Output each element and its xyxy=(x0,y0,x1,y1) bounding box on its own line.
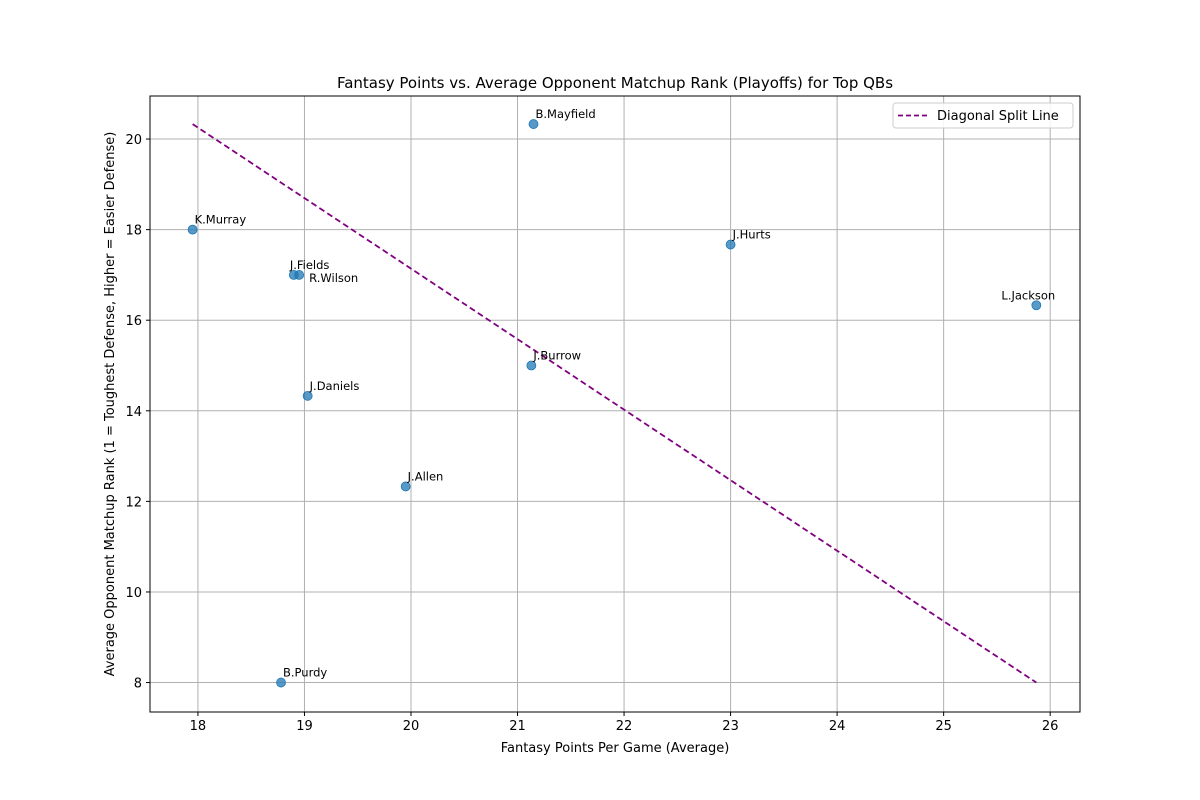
x-tick-label: 25 xyxy=(935,719,952,734)
grid-lines xyxy=(150,96,1080,712)
legend-box xyxy=(892,102,1074,129)
point-label: B.Purdy xyxy=(283,666,327,680)
split-line-layer xyxy=(192,123,1037,684)
point-label: J.Hurts xyxy=(732,228,771,242)
x-axis-label: Fantasy Points Per Game (Average) xyxy=(501,741,730,756)
data-point xyxy=(526,360,537,371)
diagonal-split-line xyxy=(192,123,1037,684)
x-tick-label: 18 xyxy=(190,719,207,734)
data-point xyxy=(294,270,305,280)
point-label: J.Fields xyxy=(289,258,330,272)
point-label: L.Jackson xyxy=(1001,288,1055,302)
data-point xyxy=(725,239,736,250)
x-tick-label: 21 xyxy=(509,719,526,734)
y-tick-label: 10 xyxy=(125,586,142,601)
y-tick-label: 8 xyxy=(134,677,142,692)
axis-ticks: 18 19 20 21 22 23 24 25 26 8 10 12 14 16 18 20 xyxy=(125,133,1058,734)
x-tick-label: 20 xyxy=(403,719,420,734)
data-point xyxy=(187,224,198,235)
x-tick-label: 26 xyxy=(1042,719,1059,734)
point-label: R.Wilson xyxy=(309,271,358,285)
point-label: J.Allen xyxy=(407,469,444,483)
y-axis-label: Average Opponent Matchup Rank (1 = Tough… xyxy=(103,132,118,677)
y-tick-label: 16 xyxy=(125,314,142,329)
x-tick-label: 22 xyxy=(616,719,633,734)
x-tick-label: 19 xyxy=(296,719,313,734)
legend: Diagonal Split Line xyxy=(892,102,1074,129)
legend-label: Diagonal Split Line xyxy=(937,109,1059,124)
y-tick-label: 12 xyxy=(125,495,142,510)
point-label: J.Daniels xyxy=(309,379,360,393)
plot-frame xyxy=(149,95,1081,713)
data-point xyxy=(528,119,539,129)
y-tick-label: 14 xyxy=(125,405,142,420)
point-label: J.Burrow xyxy=(532,349,581,363)
data-points xyxy=(187,119,1042,688)
y-tick-label: 18 xyxy=(125,224,142,239)
x-tick-label: 23 xyxy=(722,719,739,734)
data-point xyxy=(276,677,286,688)
point-label: B.Mayfield xyxy=(536,107,596,121)
chart-title: Fantasy Points vs. Average Opponent Matc… xyxy=(337,74,893,92)
data-point xyxy=(1031,300,1042,311)
data-point xyxy=(302,390,313,401)
point-label: K.Murray xyxy=(195,213,247,227)
y-tick-label: 20 xyxy=(125,133,142,148)
x-tick-label: 24 xyxy=(829,719,846,734)
data-point xyxy=(400,481,411,492)
